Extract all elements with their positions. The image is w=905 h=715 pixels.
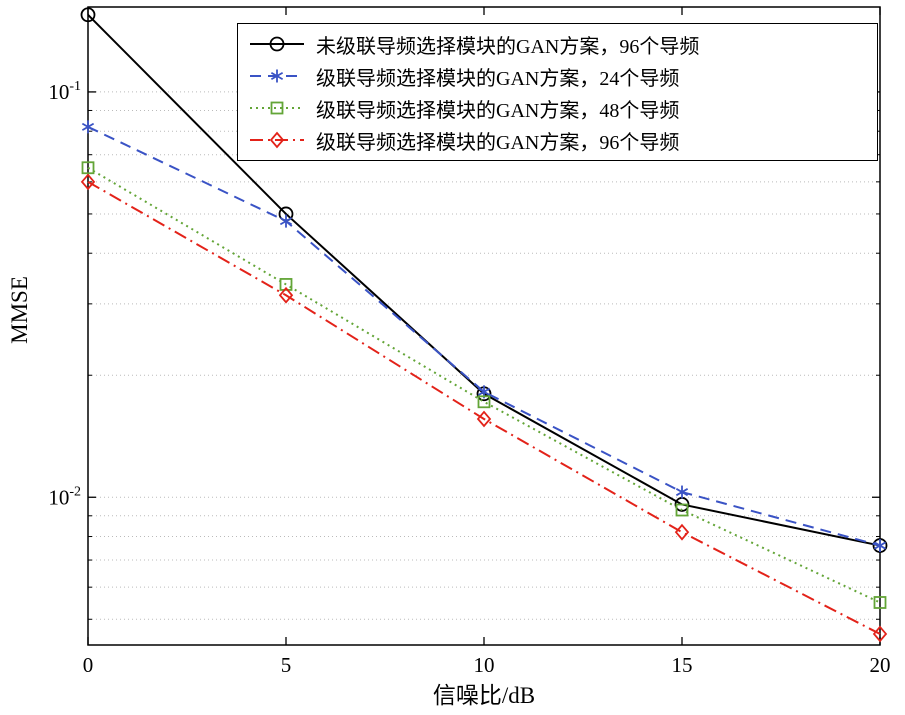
series-line [87,166,881,604]
legend-item: 未级联导频选择模块的GAN方案，96个导频 [248,29,867,60]
x-tick-label: 20 [870,653,891,677]
x-tick-label: 15 [672,653,693,677]
legend: 未级联导频选择模块的GAN方案，96个导频 级联导频选择模块的GAN方案，24个导… [237,23,878,161]
x-axis-label: 信噪比/dB [432,683,536,708]
series-line [87,125,881,547]
x-tick-label: 10 [474,653,495,677]
legend-line-sample [250,131,304,149]
x-tick-label: 0 [83,653,94,677]
series-line [87,180,881,635]
legend-item: 级联导频选择模块的GAN方案，48个导频 [248,93,867,124]
y-tick-label: 10-1 [48,79,81,104]
y-tick-label: 10-2 [48,484,81,509]
legend-line-sample [250,36,304,52]
legend-label: 未级联导频选择模块的GAN方案，96个导频 [316,35,700,58]
legend-label: 级联导频选择模块的GAN方案，48个导频 [316,99,680,122]
legend-label: 级联导频选择模块的GAN方案，96个导频 [316,131,680,154]
legend-item: 级联导频选择模块的GAN方案，96个导频 [248,125,867,156]
legend-line-sample [250,101,304,115]
y-axis-label: MMSE [7,276,32,344]
legend-line-sample [250,69,304,83]
x-tick-label: 5 [281,653,292,677]
legend-item: 级联导频选择模块的GAN方案，24个导频 [248,61,867,92]
legend-label: 级联导频选择模块的GAN方案，24个导频 [316,67,680,90]
